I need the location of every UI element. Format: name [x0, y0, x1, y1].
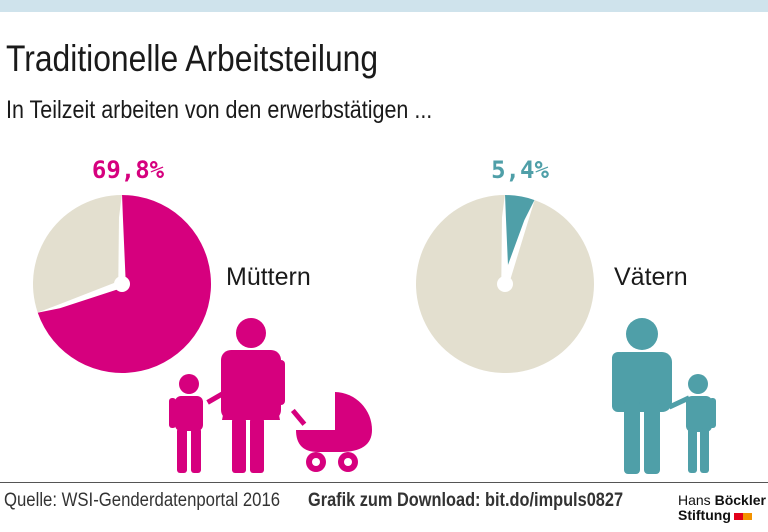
pie-hand	[118, 194, 126, 283]
logo-text: Hans	[678, 492, 711, 508]
logo-bar	[733, 512, 752, 520]
value-label-mothers: 69,8%	[92, 156, 165, 184]
pie-center-dot	[114, 276, 130, 292]
pie-mothers	[32, 194, 211, 373]
footer-divider	[0, 482, 768, 483]
top-band	[0, 0, 768, 12]
hans-boeckler-logo: Hans Böckler Stiftung	[678, 493, 766, 523]
chart-title: Traditionelle Arbeitsteilung	[6, 38, 379, 79]
pie-center-dot	[497, 276, 513, 292]
label-fathers: Vätern	[614, 263, 688, 291]
pie-hand	[36, 280, 122, 313]
value-label-fathers: 5,4%	[491, 156, 549, 184]
pie-slice	[32, 195, 123, 313]
mother-child-stroller-icon	[169, 318, 372, 473]
chart-subtitle: In Teilzeit arbeiten von den erwerbstäti…	[6, 96, 433, 124]
pie-fathers	[415, 194, 594, 373]
pie-hand	[501, 199, 535, 284]
pie-hand	[501, 194, 509, 283]
logo-text: Stiftung	[678, 507, 731, 523]
label-mothers: Müttern	[226, 263, 311, 291]
father-child-icon	[612, 318, 716, 474]
source-note: Quelle: WSI-Genderdatenportal 2016	[4, 490, 281, 511]
logo-text: Böckler	[714, 492, 766, 508]
download-link[interactable]: Grafik zum Download: bit.do/impuls0827	[308, 490, 624, 511]
